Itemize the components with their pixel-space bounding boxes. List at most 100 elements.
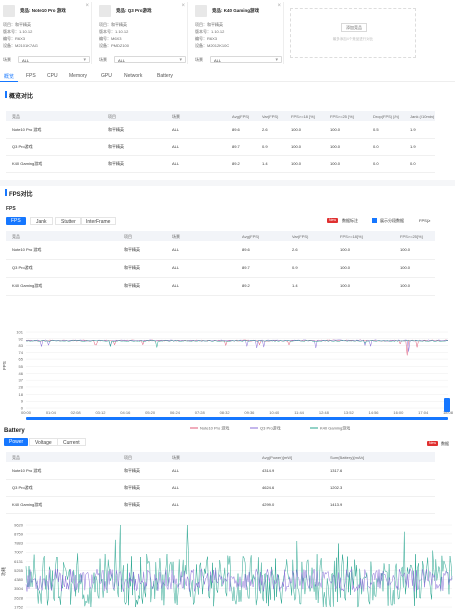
fps-subtitle: FPS — [6, 206, 16, 212]
table-cell: Note10 Pro 游戏 — [12, 247, 42, 252]
table-header — [6, 111, 435, 121]
table-cell: 89.2 — [232, 160, 240, 166]
device-project: 项目：和平精英 — [3, 22, 31, 27]
new-badge: New — [327, 218, 339, 223]
scene-dropdown[interactable]: ALL ▾ — [210, 56, 282, 63]
table-cell: 0.0 — [410, 160, 416, 166]
power-series-line — [25, 524, 453, 608]
device-thumbnail — [195, 5, 207, 17]
tab-stutter[interactable]: Stutter — [55, 217, 82, 225]
close-icon[interactable]: × — [181, 3, 185, 9]
legend-label: Note10 Pro 游戏 — [200, 425, 229, 431]
table-cell: 和平精英 — [108, 160, 124, 166]
device-version: 版本号：1.10.12 — [3, 29, 33, 34]
table-cell: 1.4 — [292, 283, 298, 288]
tab-interframe[interactable]: InterFrame — [80, 217, 117, 225]
scene-select: 场景 ALL ▾ — [195, 56, 282, 63]
tab-memory[interactable]: Memory — [69, 73, 88, 79]
add-compare-card[interactable]: 添加竞品 最多添加4个竞品进行对比 — [290, 8, 416, 58]
tab-fps[interactable]: FPS — [6, 217, 26, 225]
tab-voltage[interactable]: Voltage — [29, 438, 58, 446]
table-cell: 1317.6 — [330, 467, 343, 473]
device-number: 编号：R6X3 — [195, 36, 218, 41]
add-compare-button[interactable]: 添加竞品 — [341, 23, 367, 32]
device-card-title: 竞品: Q3 Pro游戏 — [116, 8, 152, 13]
tab-cpu[interactable]: CPU — [47, 73, 58, 79]
table-cell: 1413.9 — [330, 501, 343, 507]
tab-power[interactable]: Power — [4, 438, 29, 446]
table-cell: 100.0 — [400, 265, 411, 270]
y-tick-label: 3504 — [14, 586, 24, 591]
table-cell: 和平精英 — [124, 265, 140, 270]
x-tick-label: 18:08 — [443, 410, 454, 415]
scene-value: ALL — [214, 58, 222, 63]
active-tab-indicator — [0, 81, 18, 82]
close-icon[interactable]: × — [277, 3, 281, 9]
x-tick-label: 06:24 — [170, 410, 181, 415]
y-tick-label: 18 — [19, 392, 24, 397]
y-tick-label: 46 — [19, 371, 24, 376]
device-version: 版本号：1.10.12 — [195, 29, 225, 34]
column-header: 场景 — [172, 114, 180, 119]
column-header: Jank (/10min) — [410, 114, 435, 119]
device-number: 编号：M6X3 — [99, 36, 122, 41]
column-header: Drop(FPS) [/h] — [373, 114, 399, 119]
scene-select: 场景 ALL ▾ — [3, 56, 90, 63]
table-cell: ALL — [172, 484, 180, 490]
table-cell: 和平精英 — [124, 501, 140, 507]
tab-overview[interactable]: 概览 — [4, 74, 15, 80]
table-cell: ALL — [172, 143, 180, 149]
tab-gpu[interactable]: GPU — [101, 73, 112, 79]
y-tick-label: 83 — [19, 343, 24, 348]
y-tick-label: 65 — [19, 357, 24, 362]
tab-current[interactable]: Current — [57, 438, 86, 446]
segment-option-label: 展示分段数据 — [380, 218, 404, 223]
device-model: 设备：PMDZ100 — [99, 43, 130, 48]
y-tick-label: 2628 — [14, 595, 24, 600]
y-tick-label: 4380 — [14, 577, 24, 582]
battery-data-option: 数据 — [441, 441, 449, 446]
chevron-down-icon: ▾ — [179, 57, 182, 63]
tab-battery[interactable]: Battery — [157, 73, 173, 79]
column-header: Avg(FPS) — [242, 234, 260, 239]
power-series-line — [25, 568, 453, 593]
tab-network[interactable]: Network — [124, 73, 143, 79]
column-header: Avg(Power)[mW] — [262, 455, 293, 460]
row-divider — [6, 259, 435, 260]
chevron-down-icon: ▾ — [83, 57, 86, 63]
table-cell: K40 Gaming游戏 — [12, 501, 43, 507]
device-thumbnail — [3, 5, 15, 17]
device-card-title: 竞品: K40 Gaming游戏 — [212, 8, 260, 13]
segment-checkbox[interactable] — [372, 218, 377, 223]
power-chart: 9620 8759 7883 7007 6131 5255 4380 3504 2628 1752… — [0, 523, 453, 610]
legend-label: K40 Gaming游戏 — [320, 425, 350, 431]
table-cell: Q3 Pro游戏 — [12, 484, 33, 490]
battery-title: Battery — [4, 428, 25, 434]
column-header: Var(FPS) — [292, 234, 309, 239]
column-header: Avg(FPS) — [232, 114, 250, 119]
table-cell: 和平精英 — [124, 283, 140, 288]
table-cell: 和平精英 — [108, 126, 124, 132]
legend-label: Q3 Pro游戏 — [260, 425, 281, 431]
table-cell: 100.0 — [330, 160, 341, 166]
scene-dropdown[interactable]: ALL ▾ — [114, 56, 186, 63]
fps-series-line — [25, 339, 449, 356]
table-cell: 和平精英 — [124, 467, 140, 473]
tab-jank[interactable]: Jank — [30, 217, 53, 225]
overview-title: 概览对比 — [4, 91, 33, 100]
x-tick-label: 08:32 — [220, 410, 231, 415]
table-cell: 89.6 — [232, 126, 240, 132]
column-header: FPS>=18[%] — [340, 234, 363, 239]
section-divider — [0, 180, 455, 186]
chart-spacer — [0, 423, 455, 426]
table-cell: 0.5 — [373, 126, 379, 132]
scene-dropdown[interactable]: ALL ▾ — [18, 56, 90, 63]
table-cell: ALL — [172, 160, 180, 166]
tab-fps[interactable]: FPS — [26, 73, 36, 79]
x-tick-label: 17:04 — [418, 410, 429, 415]
y-tick-label: 28 — [19, 384, 24, 389]
row-divider — [6, 513, 435, 514]
x-tick-label: 07:28 — [195, 410, 206, 415]
close-icon[interactable]: × — [85, 3, 89, 9]
